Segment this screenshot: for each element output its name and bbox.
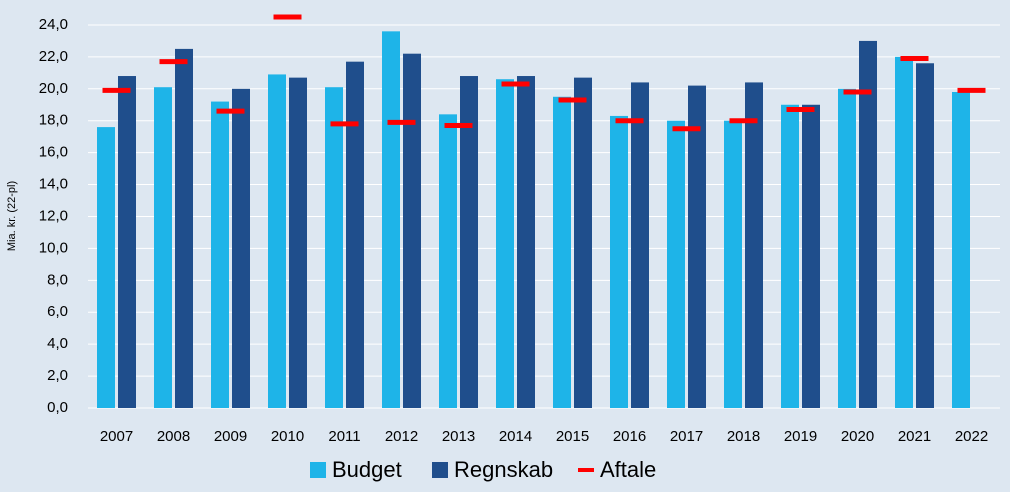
bar [895, 56, 913, 408]
legend-label: Regnskab [454, 457, 553, 482]
bar [211, 101, 229, 409]
bar [667, 120, 685, 408]
bar [517, 76, 535, 409]
bar [232, 88, 250, 409]
x-tick-label: 2020 [841, 428, 874, 445]
bar [325, 87, 343, 408]
x-tick-label: 2019 [784, 428, 817, 445]
x-tick-label: 2018 [727, 428, 760, 445]
legend-swatch [310, 462, 326, 478]
y-tick-label: 8,0 [47, 271, 68, 288]
y-tick-label: 12,0 [39, 207, 68, 224]
legend-label: Budget [332, 457, 402, 482]
y-tick-label: 24,0 [39, 16, 68, 33]
bar [175, 48, 193, 409]
bar [745, 82, 763, 408]
x-tick-label: 2017 [670, 428, 703, 445]
y-tick-label: 6,0 [47, 303, 68, 320]
bar [724, 120, 742, 408]
bar [403, 53, 421, 409]
x-tick-label: 2014 [499, 428, 532, 445]
y-tick-label: 2,0 [47, 367, 68, 384]
bar [382, 31, 400, 409]
bar [838, 88, 856, 409]
y-tick-label: 4,0 [47, 335, 68, 352]
bar [97, 127, 115, 408]
y-tick-label: 16,0 [39, 144, 68, 161]
bar [574, 77, 592, 409]
x-tick-label: 2015 [556, 428, 589, 445]
bar [859, 40, 877, 409]
bar [802, 104, 820, 408]
bar [952, 91, 970, 408]
y-axis-label: Mia. kr. (22-pl) [6, 181, 18, 251]
bar [268, 74, 286, 408]
legend-swatch [432, 462, 448, 478]
x-tick-label: 2008 [157, 428, 190, 445]
bar [289, 77, 307, 409]
bar [610, 115, 628, 408]
x-tick-label: 2016 [613, 428, 646, 445]
x-tick-label: 2010 [271, 428, 304, 445]
bar [553, 96, 571, 408]
bar [439, 114, 457, 408]
bar [916, 63, 934, 408]
y-tick-label: 18,0 [39, 112, 68, 129]
bar [460, 76, 478, 409]
x-tick-label: 2013 [442, 428, 475, 445]
y-tick-label: 10,0 [39, 239, 68, 256]
bar [346, 61, 364, 408]
bar [496, 79, 514, 408]
y-tick-label: 22,0 [39, 48, 68, 65]
x-tick-label: 2022 [955, 428, 988, 445]
bar [118, 76, 136, 409]
x-tick-label: 2012 [385, 428, 418, 445]
y-tick-label: 0,0 [47, 399, 68, 416]
y-tick-label: 20,0 [39, 80, 68, 97]
x-tick-label: 2009 [214, 428, 247, 445]
x-tick-label: 2021 [898, 428, 931, 445]
legend-label: Aftale [600, 457, 656, 482]
x-tick-label: 2007 [100, 428, 133, 445]
bar [688, 85, 706, 408]
bar [781, 104, 799, 408]
y-tick-label: 14,0 [39, 176, 68, 193]
x-tick-label: 2011 [328, 428, 360, 445]
bar [631, 82, 649, 408]
bar [154, 87, 172, 408]
